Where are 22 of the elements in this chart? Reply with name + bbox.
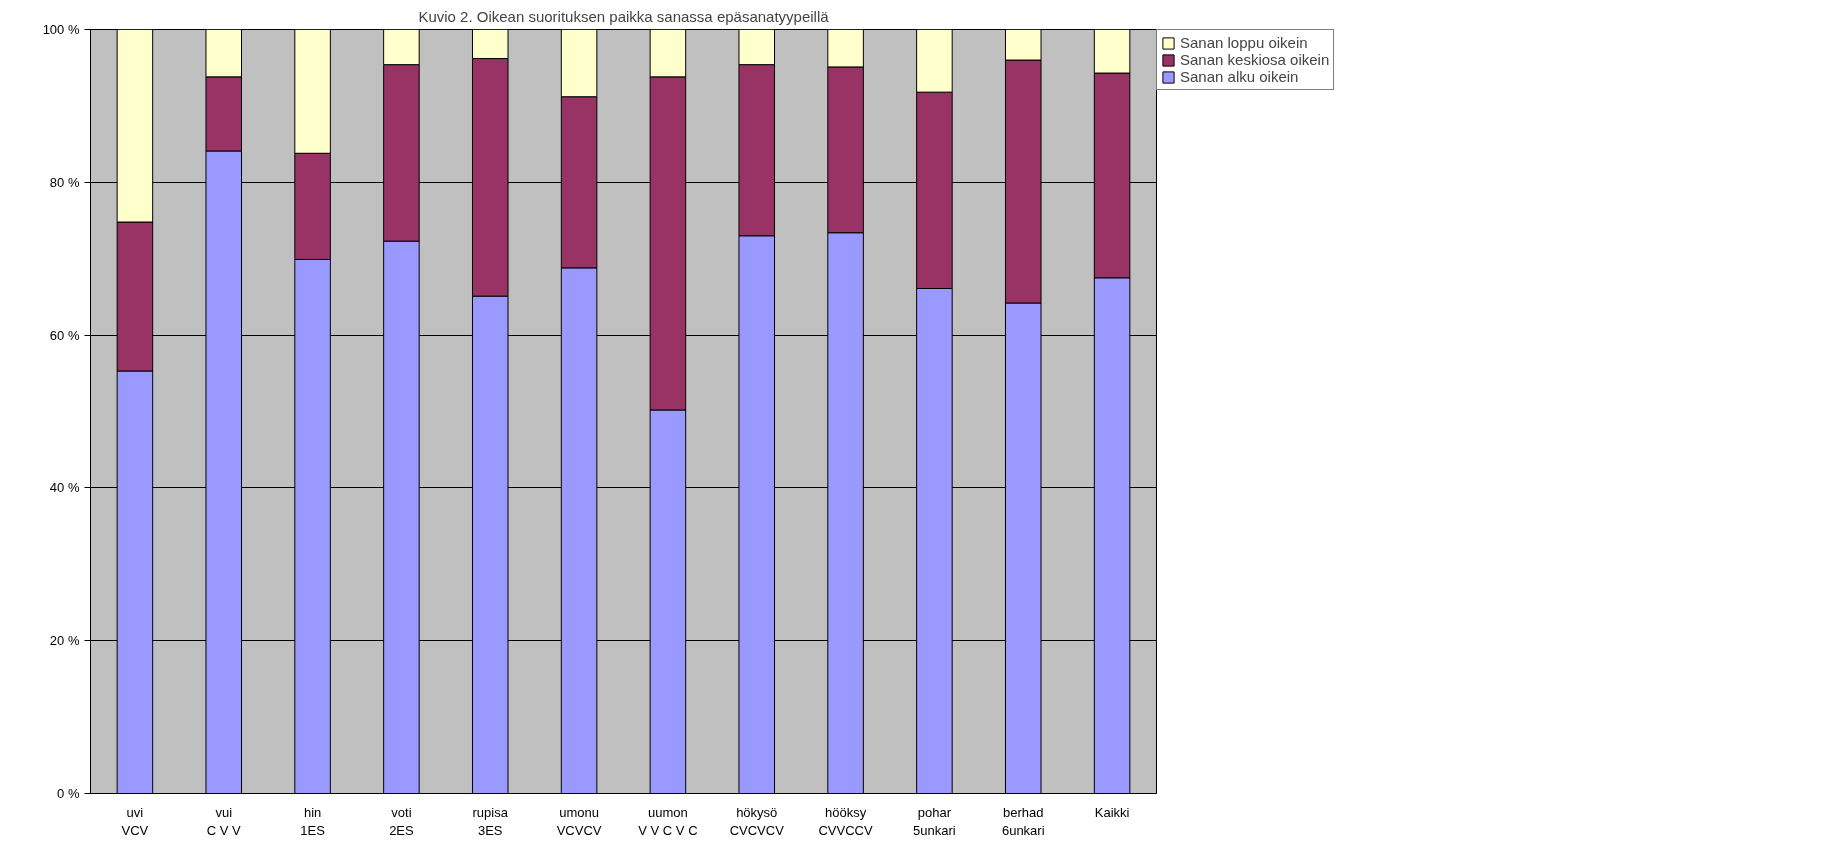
x-tick-label: uvi VCV [121, 804, 149, 838]
y-tick-label: 20 % [49, 633, 80, 649]
x-tick-label: umonu VCVCV [556, 804, 602, 838]
x-tick-label: Kaikki [1094, 804, 1130, 820]
legend-label: Sanan keskiosa oikein [1180, 51, 1330, 68]
x-tick-label: hööksy CVVCCV [818, 804, 873, 838]
legend-label: Sanan loppu oikein [1180, 34, 1308, 51]
x-tick-label: voti 2ES [389, 804, 415, 838]
y-tick-label: 60 % [49, 327, 80, 343]
x-tick-label: uumon V V C V C [638, 804, 698, 838]
x-tick-label: hökysö CVCVCV [729, 804, 785, 838]
chart-title: Kuvio 2. Oikean suorituksen paikka sanassa epäsanatyypeillä [418, 7, 830, 25]
x-tick-label: rupisa 3ES [472, 804, 509, 838]
x-tick-label: vui C V V [206, 804, 242, 838]
x-tick-label: hin 1ES [300, 804, 326, 838]
y-tick-label: 100 % [42, 22, 80, 37]
legend-label: Sanan alku oikein [1180, 68, 1299, 85]
y-tick-label: 80 % [49, 174, 80, 190]
y-tick-label: 0 % [57, 786, 80, 801]
x-tick-label: pohar 5unkari [913, 804, 956, 838]
x-tick-label: berhad 6unkari [1001, 804, 1045, 838]
y-tick-label: 40 % [49, 480, 80, 496]
